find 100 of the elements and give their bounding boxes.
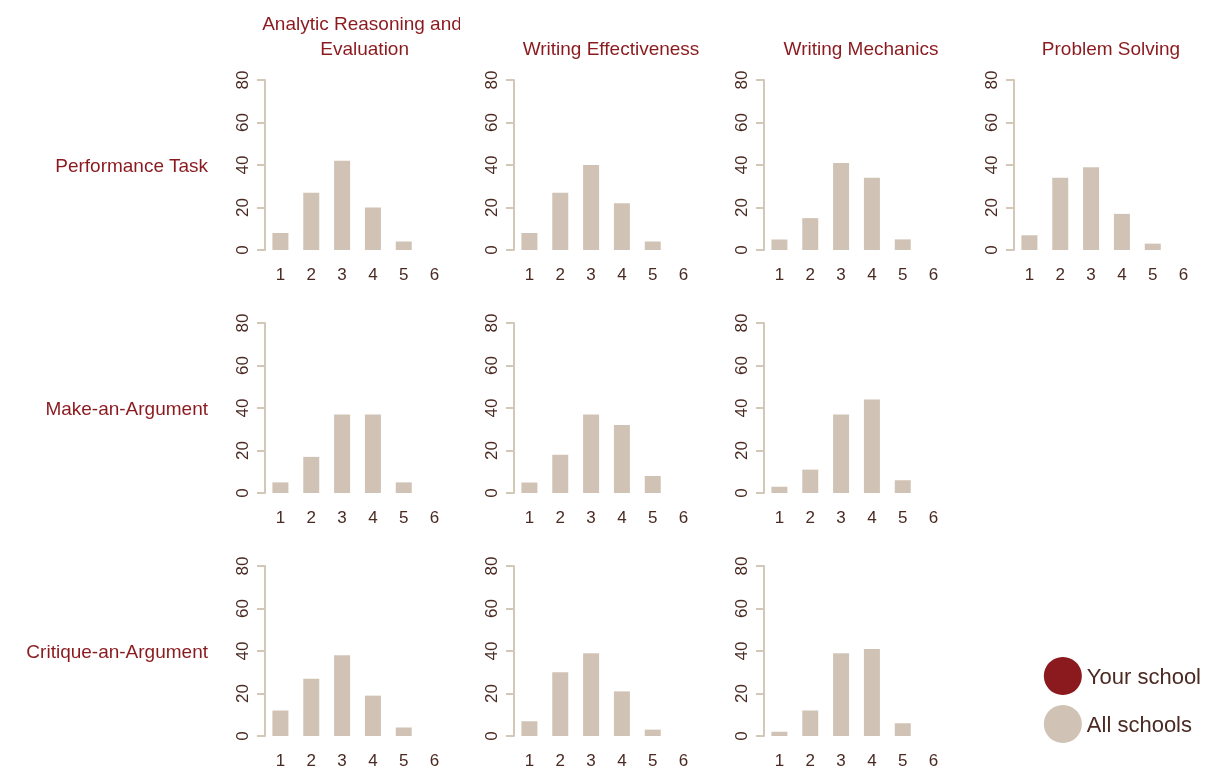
x-tick-label: 1 — [774, 751, 785, 770]
x-tick-label: 5 — [648, 265, 658, 284]
bar — [583, 414, 600, 493]
bar — [894, 480, 911, 493]
x-tick-label: 5 — [648, 508, 658, 527]
x-tick-label: 5 — [399, 265, 409, 284]
x-tick-label: 2 — [306, 265, 316, 284]
x-tick-label: 2 — [555, 508, 565, 527]
x-tick-label: 6 — [429, 265, 440, 284]
bar — [1113, 213, 1130, 250]
bar — [863, 177, 880, 250]
bar — [833, 162, 850, 250]
x-tick-label: 1 — [524, 751, 535, 770]
x-tick-label: 5 — [648, 751, 658, 770]
x-tick-label: 6 — [678, 751, 689, 770]
x-tick-label: 3 — [337, 265, 347, 284]
y-tick-label: 0 — [233, 488, 252, 498]
bar — [894, 723, 911, 736]
x-tick-label: 2 — [555, 265, 565, 284]
bar — [364, 414, 381, 493]
y-tick-label: 60 — [982, 113, 1001, 132]
y-tick-label: 20 — [482, 684, 501, 703]
x-tick-label: 1 — [524, 508, 535, 527]
x-tick-label: 6 — [928, 751, 939, 770]
x-tick-label: 6 — [429, 508, 440, 527]
x-tick-label: 4 — [617, 751, 627, 770]
y-axis-title: Make-an-Argument — [45, 397, 209, 419]
y-tick-label: 60 — [233, 599, 252, 618]
y-tick-label: 0 — [482, 245, 501, 255]
y-tick-label: 0 — [233, 245, 252, 255]
bar — [521, 721, 538, 736]
y-tick-label: 20 — [982, 198, 1001, 217]
y-tick-label: 0 — [233, 731, 252, 741]
x-tick-label: 2 — [306, 751, 316, 770]
x-tick-label: 3 — [836, 751, 846, 770]
chart-title: Writing Mechanics — [783, 38, 939, 59]
x-tick-label: 2 — [1055, 265, 1065, 284]
x-tick-label: 5 — [898, 265, 908, 284]
bar — [334, 655, 351, 736]
bar — [644, 476, 661, 493]
y-tick-label: 0 — [482, 731, 501, 741]
x-tick-label: 1 — [275, 508, 286, 527]
y-tick-label: 80 — [732, 313, 751, 333]
x-tick-label: 2 — [805, 508, 815, 527]
x-tick-label: 3 — [836, 265, 846, 284]
y-tick-label: 80 — [732, 556, 751, 576]
y-tick-label: 40 — [482, 641, 501, 661]
x-tick-label: 6 — [1178, 265, 1189, 284]
x-tick-label: 4 — [1117, 265, 1127, 284]
bar — [552, 454, 569, 493]
x-tick-label: 4 — [617, 508, 627, 527]
bar — [1083, 167, 1100, 250]
bar — [613, 691, 630, 736]
bar — [395, 482, 412, 493]
y-tick-label: 80 — [233, 70, 252, 90]
y-tick-label: 60 — [482, 113, 501, 132]
x-tick-label: 3 — [586, 508, 596, 527]
x-tick-label: 4 — [867, 265, 877, 284]
x-tick-label: 4 — [617, 265, 627, 284]
x-tick-label: 1 — [774, 508, 785, 527]
y-tick-label: 20 — [732, 684, 751, 703]
bar — [833, 653, 850, 736]
x-tick-label: 6 — [928, 508, 939, 527]
x-tick-label: 1 — [275, 751, 286, 770]
bar — [364, 695, 381, 736]
y-tick-label: 40 — [233, 641, 252, 661]
bar — [863, 399, 880, 493]
chart-title: Analytic Reasoning and Evaluation — [262, 13, 462, 59]
bar — [521, 482, 538, 493]
bar — [771, 239, 788, 250]
x-tick-label: 6 — [429, 751, 440, 770]
x-tick-label: 3 — [836, 508, 846, 527]
x-tick-label: 4 — [368, 265, 378, 284]
bar — [521, 233, 538, 250]
y-tick-label: 60 — [233, 113, 252, 132]
y-tick-label: 80 — [482, 556, 501, 576]
bar — [334, 414, 351, 493]
y-tick-label: 0 — [982, 245, 1001, 255]
y-tick-label: 40 — [732, 641, 751, 661]
x-tick-label: 5 — [898, 508, 908, 527]
bar — [802, 710, 819, 736]
legend-label: All schools — [1086, 711, 1192, 737]
bar — [583, 165, 600, 250]
bar — [552, 192, 569, 250]
y-tick-label: 60 — [482, 356, 501, 375]
bar — [583, 653, 600, 736]
y-tick-label: 60 — [732, 113, 751, 132]
bar — [1021, 235, 1038, 250]
y-tick-label: 0 — [482, 488, 501, 498]
bar — [272, 710, 289, 736]
bar — [771, 486, 788, 493]
bar — [863, 648, 880, 736]
y-tick-label: 60 — [732, 356, 751, 375]
bar — [552, 672, 569, 736]
y-tick-label: 20 — [233, 684, 252, 703]
x-tick-label: 4 — [867, 751, 877, 770]
bar — [613, 425, 630, 493]
y-tick-label: 20 — [482, 441, 501, 460]
y-tick-label: 40 — [233, 155, 252, 175]
x-tick-label: 4 — [368, 751, 378, 770]
